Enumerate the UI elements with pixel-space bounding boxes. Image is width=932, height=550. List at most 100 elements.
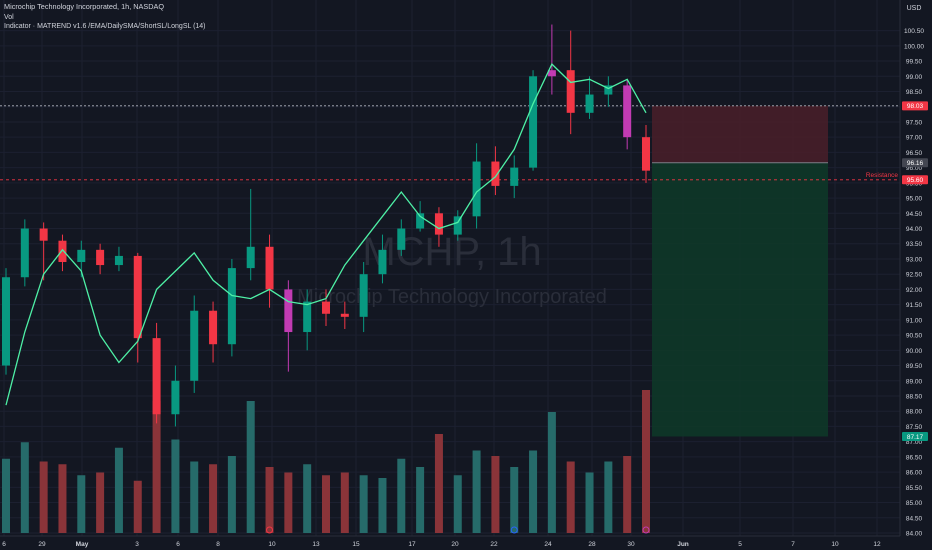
price-tick-label: 94.50 [906, 211, 923, 218]
time-tick-label: 5 [738, 541, 742, 548]
candle-body [340, 313, 349, 317]
watermark-name: Microchip Technology Incorporated [297, 286, 607, 308]
volume-bar [642, 390, 650, 533]
candle-body [378, 249, 387, 275]
candle-body [209, 310, 218, 345]
time-tick-label: 20 [451, 541, 459, 548]
candle-body [246, 246, 255, 269]
time-tick-label: 8 [216, 541, 220, 548]
candle-body [434, 213, 443, 235]
candle [20, 219, 29, 287]
event-marker-icon[interactable] [266, 526, 274, 534]
candle-body [77, 249, 86, 263]
time-tick-label: 22 [490, 541, 498, 548]
volume-bar [547, 412, 556, 533]
price-tick-label: 84.00 [906, 531, 923, 538]
candle-body [39, 228, 48, 241]
stop-loss-zone[interactable] [652, 105, 828, 163]
candle [453, 210, 462, 241]
time-tick-label: May [76, 541, 89, 548]
price-tick-label: 92.50 [906, 272, 923, 279]
price-tick-label: 89.00 [906, 378, 923, 385]
price-tick-label: 86.00 [906, 470, 923, 477]
candle-body [152, 338, 161, 415]
price-tick-label: 88.00 [906, 409, 923, 416]
volume-bar [227, 456, 236, 533]
time-tick-label: 12 [873, 541, 881, 548]
price-tick-label: 96.50 [906, 150, 923, 157]
symbol-line[interactable]: Microchip Technology Incorporated, 1h, N… [4, 2, 165, 11]
candle-body [20, 228, 29, 278]
price-tag [902, 101, 928, 111]
candle [623, 79, 632, 150]
price-axis-bg[interactable] [900, 0, 932, 550]
take-profit-zone[interactable] [652, 162, 828, 437]
volume-bar [529, 450, 538, 533]
price-tick-label: 91.00 [906, 317, 923, 324]
candle-body [397, 228, 406, 250]
time-tick-label: 10 [831, 541, 839, 548]
vol-line[interactable]: Vol [4, 13, 14, 21]
price-axis[interactable]: 100.50100.0099.5099.0098.5098.0097.5097.… [899, 0, 932, 550]
price-tag [902, 431, 928, 441]
candle-body [491, 161, 500, 186]
watermark: MCHP, 1h Microchip Technology Incorporat… [297, 230, 607, 308]
event-marker-icon[interactable] [510, 526, 518, 534]
indicator-line[interactable]: Indicator · MATREND v1.6 /EMA/DailySMA/S… [4, 23, 206, 30]
price-tick-label: 84.50 [906, 515, 923, 522]
candle-body [585, 94, 594, 113]
candle [642, 125, 650, 183]
candle-body [453, 216, 462, 235]
time-tick-label: 28 [588, 541, 596, 548]
price-tags: 98.03 96.16 95.60 87.17 [902, 101, 928, 441]
time-tick-label: Jun [677, 541, 689, 548]
candle [114, 246, 123, 272]
candle [96, 243, 105, 275]
volume-bar [2, 458, 10, 533]
volume-bar [152, 401, 161, 533]
time-tick-label: 15 [352, 541, 360, 548]
price-tick-label: 91.50 [906, 302, 923, 309]
candle-body [58, 240, 67, 263]
volume-bar [397, 458, 406, 533]
volume-bar [96, 472, 105, 533]
volume-bar [378, 478, 387, 533]
candle [171, 365, 180, 427]
time-tick-label: 10 [268, 541, 276, 548]
candle [510, 155, 519, 199]
event-marker-icon[interactable] [642, 526, 650, 534]
level-lines [0, 105, 900, 181]
candle-body [510, 167, 519, 186]
price-tick-label: 93.50 [906, 241, 923, 248]
event-markers[interactable] [266, 526, 650, 534]
time-axis[interactable]: 6 29 May 3 6 8 10 13 15 17 20 22 24 28 30 Jun 5 7 10 12 [0, 535, 900, 550]
price-tick-label: 85.50 [906, 485, 923, 492]
candle [529, 70, 538, 171]
time-tick-label: 13 [312, 541, 320, 548]
volume-bar [623, 456, 632, 533]
position-zones[interactable] [652, 105, 828, 437]
volume-bar [246, 401, 255, 533]
candle-body [133, 255, 142, 339]
candle-body [566, 70, 575, 113]
volume-bar [190, 461, 199, 533]
volume-bar [566, 461, 575, 533]
volume-bar [303, 464, 312, 533]
volume-bar [340, 472, 349, 533]
candle-body [2, 277, 10, 366]
price-tick-label: 88.50 [906, 393, 923, 400]
candle [58, 234, 67, 272]
resistance-label: Resistance [866, 172, 899, 179]
price-tick-label: 92.00 [906, 287, 923, 294]
time-tick-label: 29 [38, 541, 46, 548]
volume-bar [510, 467, 519, 533]
price-tick-label: 96.00 [906, 165, 923, 172]
candle [472, 143, 481, 229]
candle [547, 24, 556, 95]
time-axis-bg[interactable] [0, 536, 900, 550]
candle [265, 234, 274, 308]
volume-bar [171, 439, 180, 533]
volume-bar [77, 475, 86, 533]
candle-body [190, 310, 199, 381]
